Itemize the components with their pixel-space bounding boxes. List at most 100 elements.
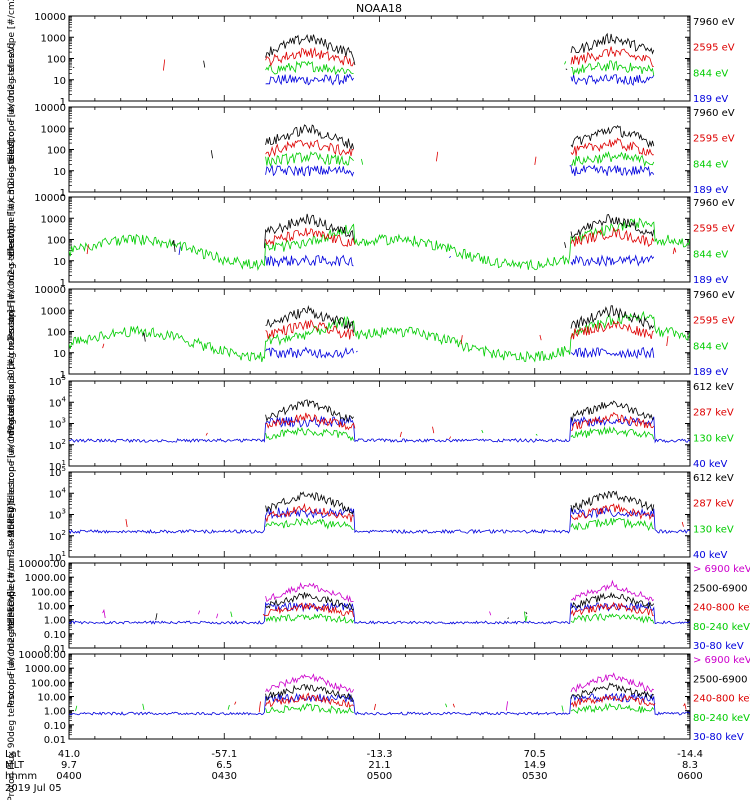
series-line [266, 138, 679, 165]
y-tick-label: 0.01 [44, 644, 66, 655]
legend-entry: 844 eV [693, 249, 728, 260]
y-tick-label: 104 [49, 395, 67, 409]
y-tick-label: 100 [47, 328, 66, 339]
series-line [102, 319, 669, 349]
panel-frame [68, 562, 691, 649]
y-tick-label: 10.00 [37, 602, 66, 613]
legend-entry: 2595 eV [693, 316, 735, 327]
panel-traces [69, 491, 690, 535]
y-tick-label: 1.00 [44, 707, 66, 718]
y-tick-label: 10000 [34, 103, 66, 114]
y-tick-label: 10 [53, 257, 66, 268]
panel-1: 1 10 100 1000 10000 Electron Flux 0deg telesc… [7, 0, 735, 162]
series-line [266, 428, 689, 441]
panel-traces [69, 400, 690, 444]
series-line [235, 693, 689, 712]
y-tick-label: 101 [49, 550, 66, 564]
y-tick-label: 1 [60, 278, 66, 289]
y-tick-label: 1 [60, 97, 66, 108]
x-tick-time: 0500 [367, 771, 392, 782]
y-tick-label: 10000 [34, 285, 66, 296]
panel-traces [69, 581, 690, 624]
legend-entry: 30-80 keV [693, 732, 744, 743]
legend-entry: 612 keV [693, 382, 734, 393]
series-line [266, 152, 685, 166]
y-tick-label: 103 [49, 508, 66, 522]
x-tick-mlt: 8.3 [682, 760, 698, 771]
series-line [126, 504, 690, 529]
y-tick-label: 10000.00 [18, 559, 66, 570]
y-axis-label: Proton Flux 0deg telescope [#/cm2-s-str-… [7, 140, 17, 340]
series-line [143, 306, 671, 342]
x-tick-time: 0530 [522, 771, 547, 782]
panel-traces [211, 125, 688, 176]
legend-entry: 287 keV [693, 408, 734, 419]
row-label-mlt: MLT [5, 760, 25, 771]
series-line [266, 75, 675, 86]
x-tick-lat: 70.5 [524, 749, 546, 760]
y-tick-label: 10000.00 [18, 650, 66, 661]
y-tick-label: 100.00 [31, 587, 66, 598]
row-label-hhmm: hhmm [5, 771, 37, 782]
x-tick-lat: 41.0 [58, 749, 80, 760]
series-line [173, 214, 691, 252]
series-line [266, 61, 690, 76]
panel-6: 101 102 103 104 105 MEPED Electron Flux 90deg… [7, 398, 734, 631]
legend-entry: 189 eV [693, 185, 728, 196]
y-tick-label: 10.00 [37, 693, 66, 704]
y-tick-label: 103 [49, 417, 66, 431]
panel-traces [72, 32, 690, 86]
y-tick-label: 105 [49, 374, 66, 388]
x-tick-mlt: 21.1 [368, 760, 390, 771]
legend-entry: 240-800 keV [693, 694, 750, 705]
x-tick-time: 0430 [212, 771, 237, 782]
x-tick-lat: -57.1 [211, 749, 237, 760]
legend-entry: 240-800 keV [693, 603, 750, 614]
legend-entry: 844 eV [693, 68, 728, 79]
y-axis-label: MEPED Electron Flux 90deg telescope [#/c… [7, 398, 17, 631]
panel-frame [68, 15, 691, 102]
panel-2: 1 10 100 1000 10000 Electron Flux 30deg teles… [7, 43, 735, 256]
y-tick-label: 0.10 [44, 721, 66, 732]
y-tick-label: 1000 [41, 33, 66, 44]
y-tick-label: 100 [47, 55, 66, 66]
series-line [265, 346, 655, 360]
series-line [72, 32, 655, 70]
panel-8: 0.01 0.10 1.00 10.00 100.00 1000.00 10000.00Pr… [7, 591, 750, 801]
y-tick-label: 104 [49, 486, 67, 500]
panel-traces [69, 673, 690, 716]
legend-entry: 80-240 keV [693, 622, 750, 633]
series-line [69, 217, 690, 272]
panel-3: 1 10 100 1000 10000 Proton Flux 0deg telescop… [7, 140, 735, 340]
y-tick-label: 1000 [41, 306, 66, 317]
y-tick-label: 100.00 [31, 678, 66, 689]
y-tick-label: 10 [53, 349, 66, 360]
y-axis-label: Electron Flux 30deg telescope [#/cm2-s-s… [7, 43, 17, 256]
legend-entry: 189 eV [693, 94, 728, 105]
y-tick-label: 1000.00 [25, 573, 66, 584]
date-label: 2019 Jul 05 [5, 783, 62, 794]
legend-entry: 130 keV [693, 433, 734, 444]
series-line [211, 125, 688, 162]
panel-traces [69, 214, 691, 272]
chart-title: NOAA18 [356, 2, 402, 15]
y-tick-label: 10 [53, 76, 66, 87]
y-tick-label: 1000.00 [25, 664, 66, 675]
panel-frame [68, 196, 691, 283]
y-tick-label: 1 [60, 188, 66, 199]
y-tick-label: 102 [49, 529, 66, 543]
legend-entry: > 6900 keV [693, 655, 750, 666]
series-line [69, 601, 690, 625]
x-tick-lat: -14.4 [677, 749, 703, 760]
series-line [205, 412, 655, 440]
legend-entry: 7960 eV [693, 198, 735, 209]
y-tick-label: 100 [47, 236, 66, 247]
legend-entry: 287 keV [693, 499, 734, 510]
legend-entry: > 6900 keV [693, 564, 750, 575]
y-tick-label: 101 [49, 459, 66, 473]
legend-entry: 40 keV [693, 459, 727, 470]
panel-7: 0.01 0.10 1.00 10.00 100.00 1000.00 10000.00Pr… [7, 503, 750, 708]
